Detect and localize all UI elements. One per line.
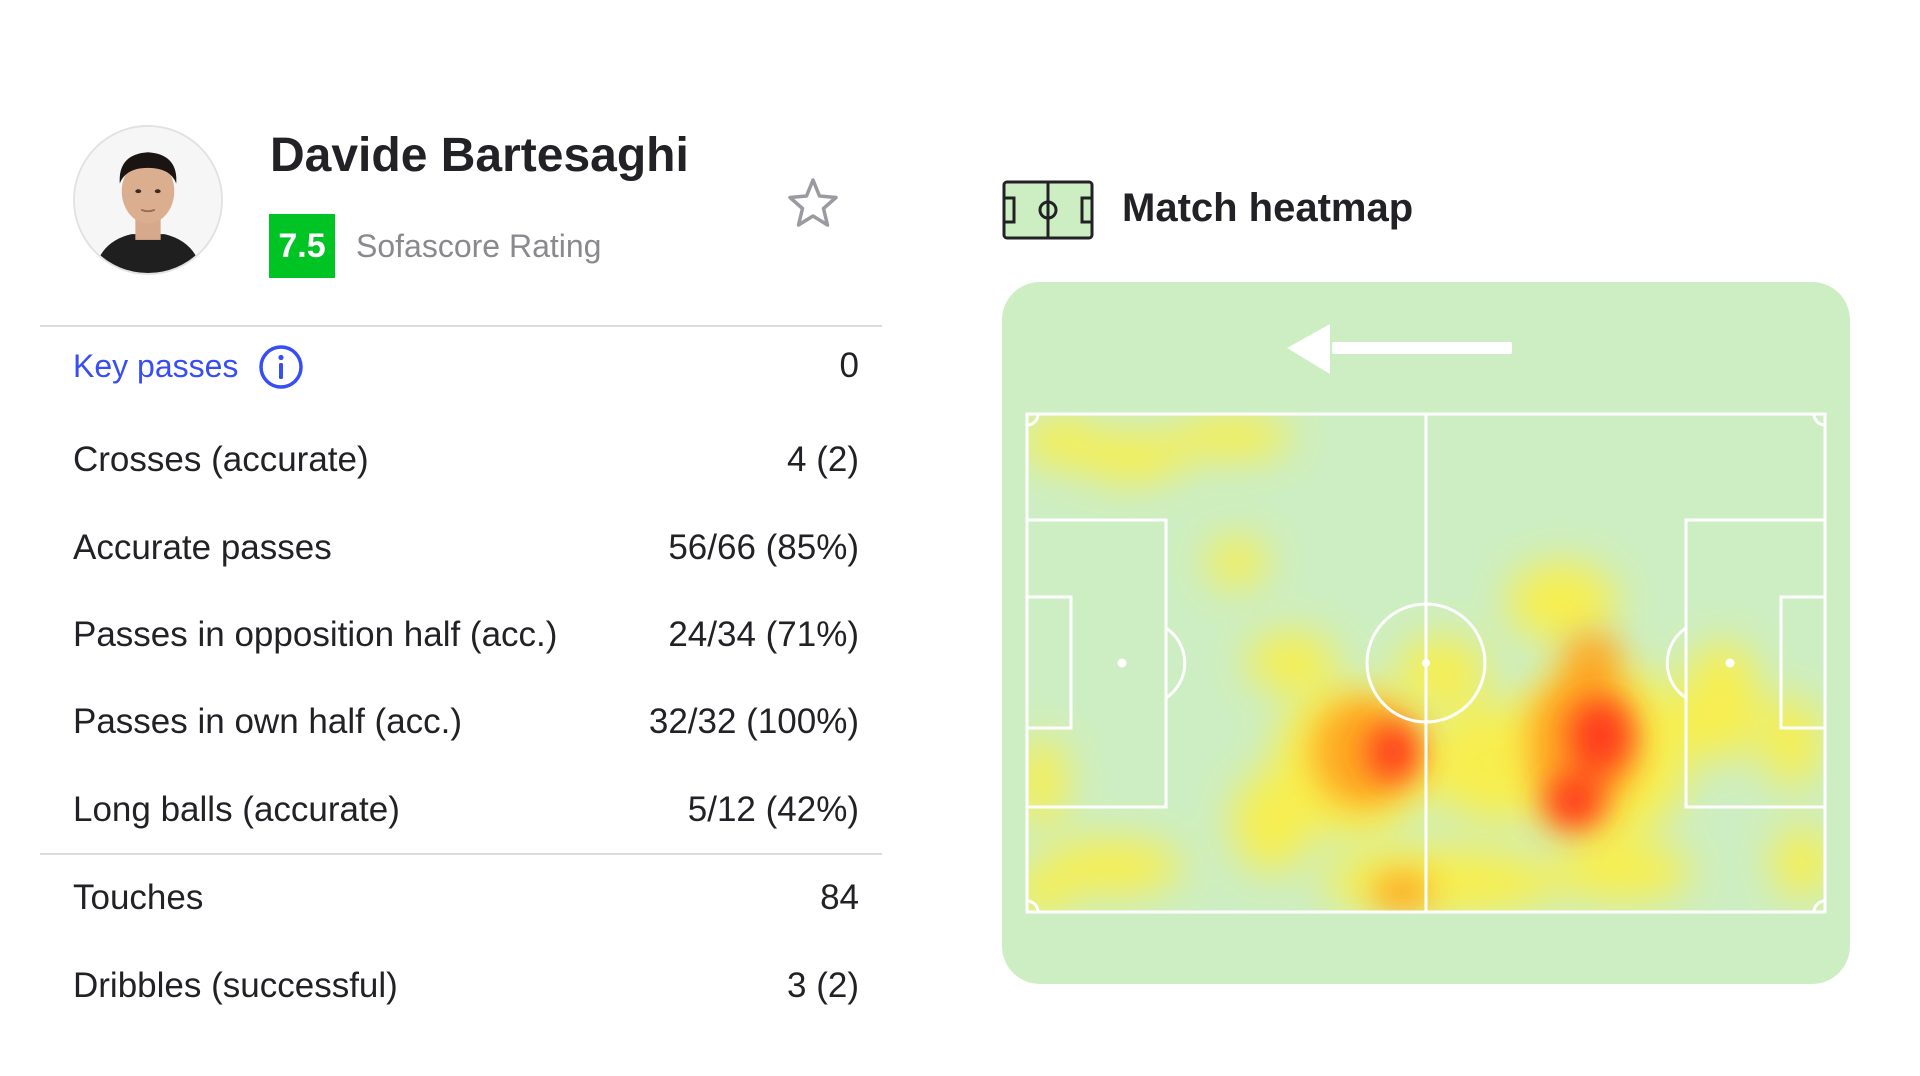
key-passes-link[interactable]: Key passes bbox=[73, 348, 239, 384]
pitch-lines bbox=[1025, 412, 1827, 914]
player-name: Davide Bartesaghi bbox=[270, 129, 689, 182]
stat-row: Touches 84 bbox=[73, 866, 859, 926]
divider bbox=[40, 325, 882, 327]
stat-value: 56/66 (85%) bbox=[668, 528, 859, 567]
stat-row-key-passes[interactable]: Key passes 0 bbox=[73, 334, 859, 394]
stat-row: Dribbles (successful) 3 (2) bbox=[73, 954, 859, 1014]
stat-label: Passes in own half (acc.) bbox=[73, 702, 463, 741]
stat-label: Crosses (accurate) bbox=[73, 440, 369, 479]
key-passes-value: 0 bbox=[839, 346, 859, 385]
pitch-spots bbox=[1117, 658, 1735, 668]
stat-value: 84 bbox=[820, 878, 859, 917]
stat-row: Passes in own half (acc.) 32/32 (100%) bbox=[73, 690, 859, 750]
stat-label: Long balls (accurate) bbox=[73, 790, 400, 829]
stat-value: 4 (2) bbox=[787, 440, 859, 479]
stat-value: 3 (2) bbox=[787, 966, 859, 1005]
stat-row: Long balls (accurate) 5/12 (42%) bbox=[73, 778, 859, 838]
divider bbox=[40, 853, 882, 855]
stat-value: 24/34 (71%) bbox=[668, 615, 859, 654]
heat-layer bbox=[1027, 415, 1825, 912]
info-icon[interactable] bbox=[258, 344, 304, 390]
stat-label: Dribbles (successful) bbox=[73, 966, 398, 1005]
arrow-left-icon bbox=[1287, 324, 1512, 374]
stat-label: Passes in opposition half (acc.) bbox=[73, 615, 558, 654]
stat-label: Accurate passes bbox=[73, 528, 332, 567]
heatmap-panel bbox=[1002, 282, 1850, 984]
stat-value: 5/12 (42%) bbox=[687, 790, 859, 829]
rating-badge: 7.5 bbox=[269, 214, 335, 278]
heatmap-pitch bbox=[1025, 324, 1827, 914]
stat-label: Touches bbox=[73, 878, 204, 917]
player-photo bbox=[75, 127, 221, 273]
favorite-star-icon[interactable] bbox=[784, 175, 842, 233]
rating-label: Sofascore Rating bbox=[356, 228, 602, 264]
stat-row: Passes in opposition half (acc.) 24/34 (… bbox=[73, 603, 859, 663]
heatmap-title: Match heatmap bbox=[1122, 186, 1414, 230]
stat-row: Crosses (accurate) 4 (2) bbox=[73, 428, 859, 488]
stat-row: Accurate passes 56/66 (85%) bbox=[73, 516, 859, 576]
stat-value: 32/32 (100%) bbox=[648, 702, 859, 741]
pitch-icon bbox=[1002, 180, 1094, 240]
player-avatar bbox=[73, 125, 223, 275]
